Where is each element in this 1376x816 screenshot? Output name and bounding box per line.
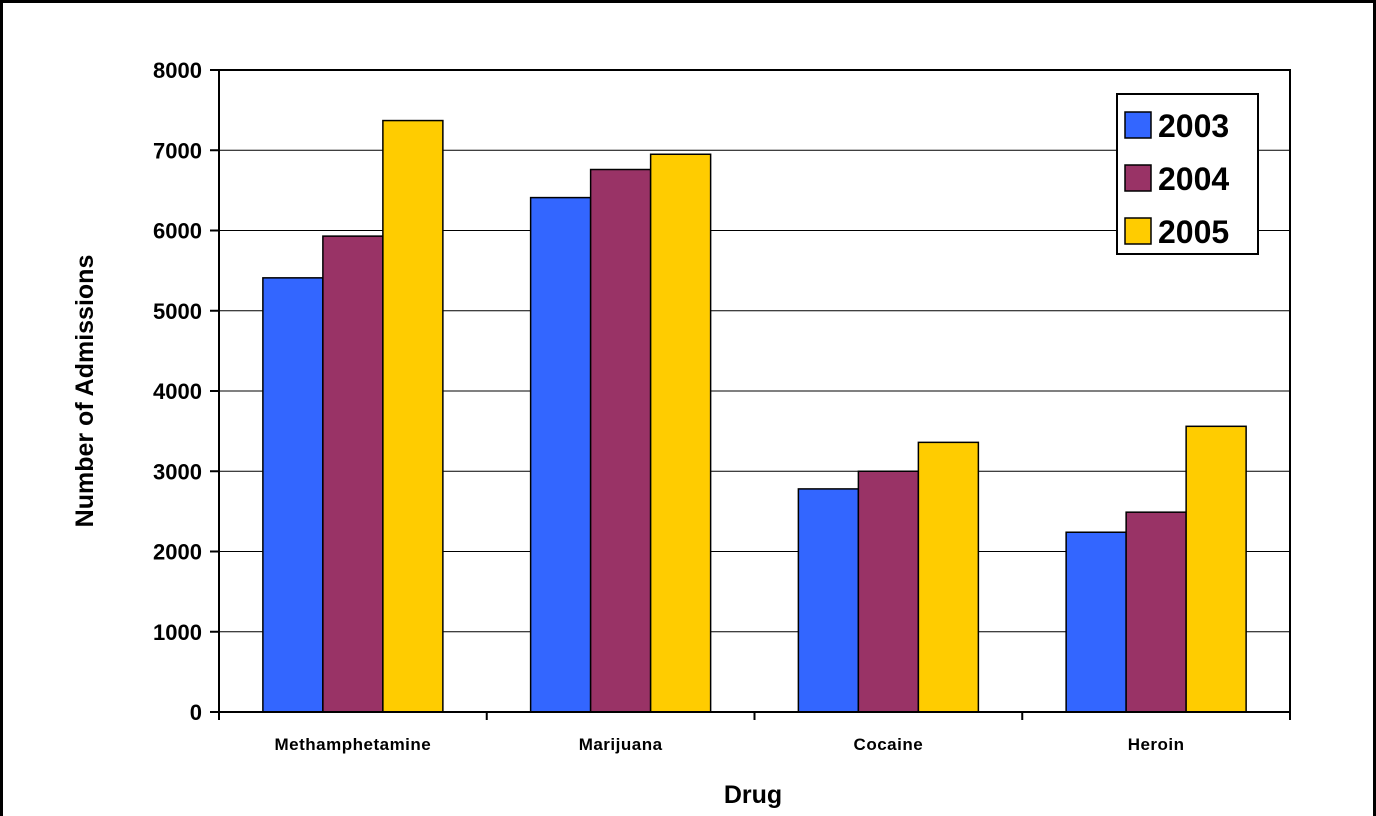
legend-label-2005: 2005	[1158, 214, 1229, 250]
legend-label-2003: 2003	[1158, 108, 1229, 144]
bars	[262, 119, 1247, 713]
bar-heroin-2003	[1065, 531, 1127, 713]
x-axis-title: Drug	[724, 781, 782, 809]
bar-marijuana-2003	[529, 196, 592, 713]
y-tick-label: 3000	[153, 459, 202, 484]
bar-marijuana-2005	[649, 153, 712, 713]
legend-swatch-2004	[1124, 164, 1152, 192]
y-axis-title: Number of Admissions	[71, 255, 99, 528]
y-tick-label: 4000	[153, 379, 202, 404]
bar-methamphetamine-2005	[382, 119, 444, 713]
x-category-label: Methamphetamine	[275, 735, 432, 754]
legend-label-2004: 2004	[1158, 161, 1229, 197]
y-tick-label: 7000	[153, 138, 202, 163]
y-tick-labels: 0 1000 2000 3000 4000 5000 6000 7000 8000	[153, 58, 202, 725]
bar-cocaine-2003	[797, 488, 860, 713]
x-category-labels: Methamphetamine Marijuana Cocaine Heroin	[275, 735, 1185, 754]
legend-swatch-2003	[1124, 111, 1152, 139]
y-tick-label: 5000	[153, 299, 202, 324]
bar-marijuana-2004	[589, 168, 652, 713]
bar-cocaine-2005	[917, 441, 980, 713]
legend-swatch-2005	[1124, 217, 1152, 245]
y-tick-label: 8000	[153, 58, 202, 83]
y-tick-label: 2000	[153, 540, 202, 565]
y-tick-label: 1000	[153, 620, 202, 645]
x-category-label: Marijuana	[579, 735, 663, 754]
bar-heroin-2004	[1125, 511, 1187, 713]
y-tick-label: 6000	[153, 219, 202, 244]
bar-cocaine-2004	[857, 470, 920, 713]
bar-methamphetamine-2004	[322, 235, 384, 713]
bar-methamphetamine-2003	[262, 277, 324, 713]
axes	[210, 69, 1291, 720]
bar-heroin-2005	[1185, 425, 1247, 713]
x-category-label: Cocaine	[854, 735, 924, 754]
legend: 2003 2004 2005	[1116, 93, 1259, 255]
y-tick-label: 0	[190, 700, 202, 725]
x-category-label: Heroin	[1128, 735, 1185, 754]
